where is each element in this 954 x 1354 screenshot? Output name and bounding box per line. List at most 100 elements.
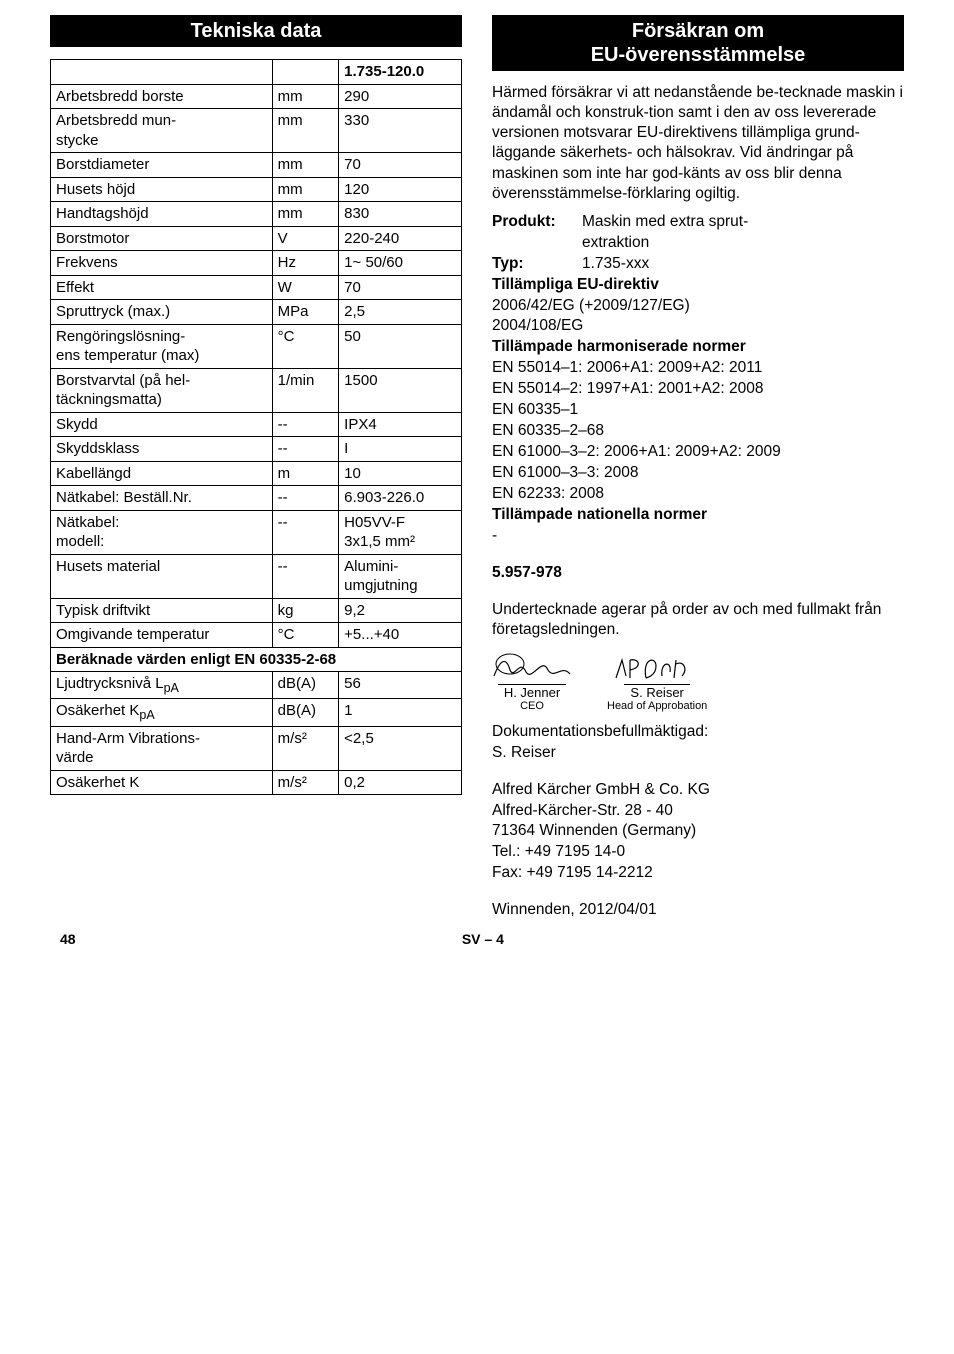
date-line: Winnenden, 2012/04/01 [492,900,904,921]
cell-label: Osäkerhet KpA [51,699,273,726]
cell-unit: mm [272,153,339,178]
cell-unit: m/s² [272,726,339,770]
norm-line: EN 61000–3–3: 2008 [492,463,904,484]
cell-unit: mm [272,84,339,109]
header-value: 1.735-120.0 [339,60,462,85]
cell-label: Nätkabel: modell: [51,510,273,554]
norm-line: EN 60335–2–68 [492,421,904,442]
cell-value: 290 [339,84,462,109]
directive-line: 2004/108/EG [492,316,904,337]
norm-line: EN 61000–3–2: 2006+A1: 2009+A2: 2009 [492,442,904,463]
signature-icon [492,650,572,684]
cell-value: 120 [339,177,462,202]
cell-unit: 1/min [272,368,339,412]
cell-unit: MPa [272,300,339,325]
cell-label: Rengöringslösning- ens temperatur (max) [51,324,273,368]
norm-line: EN 55014–1: 2006+A1: 2009+A2: 2011 [492,358,904,379]
harmonised-heading: Tillämpade harmoniserade normer [492,337,904,358]
signatory-name: S. Reiser [624,684,689,700]
cell-unit: Hz [272,251,339,276]
cell-value: 50 [339,324,462,368]
cell-unit: dB(A) [272,672,339,699]
cell-unit: m [272,461,339,486]
cell-value: 2,5 [339,300,462,325]
typ-key: Typ: [492,254,582,275]
cell-unit: -- [272,437,339,462]
cell-label: Skyddsklass [51,437,273,462]
produkt-row: Produkt: Maskin med extra sprut- [492,212,904,233]
auth-line: Dokumentationsbefullmäktigad: [492,722,904,743]
signatory-name: H. Jenner [498,684,566,700]
cell-label: Husets material [51,554,273,598]
cell-unit: mm [272,109,339,153]
cell-value: 1~ 50/60 [339,251,462,276]
national-dash: - [492,526,904,547]
cell-value: 10 [339,461,462,486]
cell-label: Skydd [51,412,273,437]
cell-value: 9,2 [339,598,462,623]
cell-value: 1 [339,699,462,726]
cell-unit: mm [272,177,339,202]
spec-table: 1.735-120.0 Arbetsbredd borstemm290 Arbe… [50,59,462,795]
cell-label: Husets höjd [51,177,273,202]
cell-label: Kabellängd [51,461,273,486]
cell-label: Typisk driftvikt [51,598,273,623]
address-line: Tel.: +49 7195 14-0 [492,842,904,863]
cell-value: 1500 [339,368,462,412]
cell-value: <2,5 [339,726,462,770]
cell-unit: m/s² [272,770,339,795]
cell-value: 70 [339,275,462,300]
page-number: 48 [60,931,76,947]
signature-row: H. Jenner CEO S. Reiser Head of Approbat… [492,650,904,712]
cell-unit: W [272,275,339,300]
national-heading: Tillämpade nationella normer [492,505,904,526]
cell-label: Borstvarvtal (på hel- täckningsmatta) [51,368,273,412]
code-number: 5.957-978 [492,563,904,584]
produkt-row-2: extraktion [492,233,904,254]
norm-line: EN 62233: 2008 [492,484,904,505]
cell-label: Ljudtrycksnivå LpA [51,672,273,699]
signature-block-2: S. Reiser Head of Approbation [607,650,707,712]
cell-value: 830 [339,202,462,227]
directives-heading: Tillämpliga EU-direktiv [492,275,904,296]
header-label [51,60,273,85]
produkt-key: Produkt: [492,212,582,233]
cell-value: 70 [339,153,462,178]
produkt-value: Maskin med extra sprut- [582,212,748,233]
cell-unit: -- [272,412,339,437]
cell-label: Effekt [51,275,273,300]
cell-label: Borstmotor [51,226,273,251]
section-header: Beräknade värden enligt EN 60335-2-68 [51,647,462,672]
header-unit [272,60,339,85]
produkt-value-2: extraktion [582,233,649,254]
cell-value: H05VV-F 3x1,5 mm² [339,510,462,554]
signatory-title: CEO [520,700,544,712]
auth-name: S. Reiser [492,743,904,764]
norm-line: EN 60335–1 [492,400,904,421]
cell-label: Arbetsbredd borste [51,84,273,109]
cell-value: 330 [339,109,462,153]
cell-value: 6.903-226.0 [339,486,462,511]
cell-unit: dB(A) [272,699,339,726]
cell-value: I [339,437,462,462]
cell-unit: °C [272,623,339,648]
right-column: Försäkran om EU-överensstämmelse Härmed … [492,15,904,921]
cell-value: 56 [339,672,462,699]
cell-label: Arbetsbredd mun- stycke [51,109,273,153]
cell-label: Spruttryck (max.) [51,300,273,325]
signature-block-1: H. Jenner CEO [492,650,572,712]
address-line: Alfred-Kärcher-Str. 28 - 40 [492,801,904,822]
address-line: Alfred Kärcher GmbH & Co. KG [492,780,904,801]
cell-label: Omgivande temperatur [51,623,273,648]
typ-value: 1.735-xxx [582,254,649,275]
cell-unit: °C [272,324,339,368]
cell-value: Alumini- umgjutning [339,554,462,598]
address-line: 71364 Winnenden (Germany) [492,821,904,842]
cell-value: +5...+40 [339,623,462,648]
page-footer: 48 SV – 4 [0,931,954,967]
cell-unit: mm [272,202,339,227]
cell-value: 220-240 [339,226,462,251]
left-column: Tekniska data 1.735-120.0 Arbetsbredd bo… [50,15,462,921]
cell-unit: V [272,226,339,251]
intro-paragraph: Härmed försäkrar vi att nedanstående be-… [492,83,904,204]
